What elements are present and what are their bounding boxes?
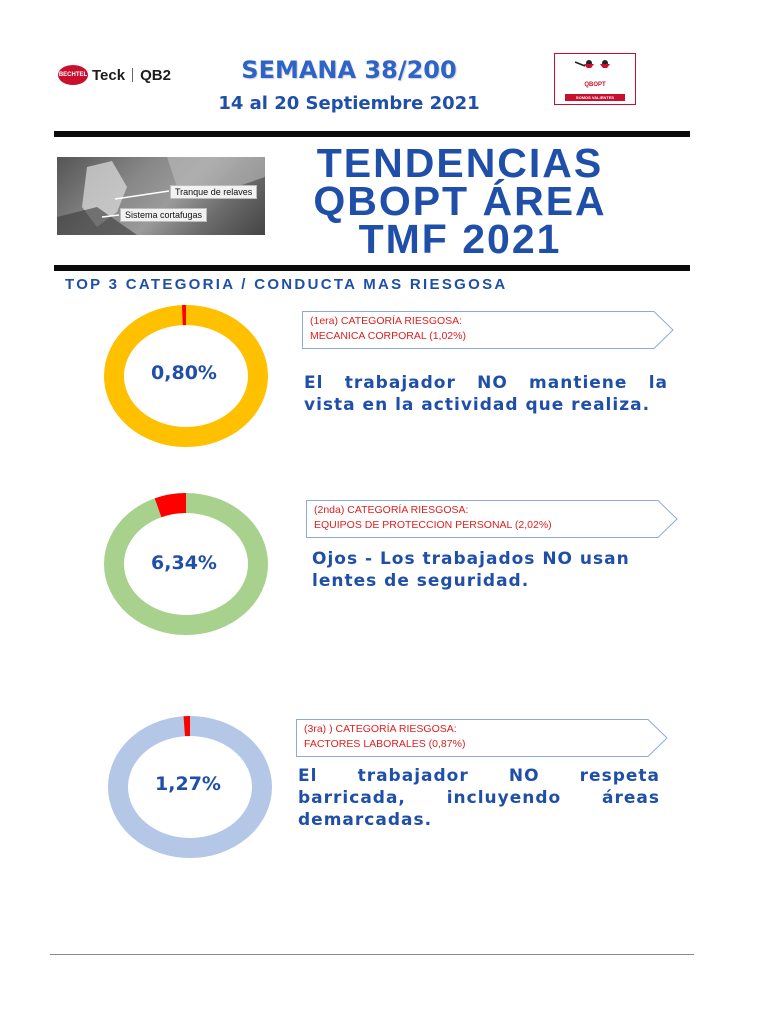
category-tag-3: (3ra) ) CATEGORÍA RIESGOSA: FACTORES LAB… xyxy=(296,719,668,757)
donut-chart-2 xyxy=(104,493,268,635)
percent-label-3: 1,27% xyxy=(155,773,221,795)
donut-chart-3 xyxy=(108,716,272,858)
main-title-line1: TENDENCIAS xyxy=(316,140,604,186)
category-tag-1: (1era) CATEGORÍA RIESGOSA: MECANICA CORP… xyxy=(302,311,674,349)
category-tag-2-title: (2nda) CATEGORÍA RIESGOSA: xyxy=(314,504,469,516)
behavior-description-2: Ojos - Los trabajados NO usan lentes de … xyxy=(312,549,630,591)
teck-wordmark: Teck xyxy=(92,66,126,84)
donut-segment-2 xyxy=(154,493,187,518)
behavior-description-1: El trabajador NO mantiene la vista en la… xyxy=(304,373,668,415)
bechtel-badge: BECHTEL xyxy=(58,65,88,85)
title-rule xyxy=(54,265,690,271)
donut-chart-1 xyxy=(104,305,268,447)
photo-label-tranque: Tranque de relaves xyxy=(170,185,258,199)
workers-icon xyxy=(574,60,610,68)
header-rule xyxy=(54,131,690,137)
bechtel-teck-qb2-logo: BECHTEL Teck QB2 xyxy=(58,64,178,86)
logo-separator xyxy=(132,68,134,82)
week-title: SEMANA 38/200 xyxy=(241,56,457,84)
qbopt-logo-band: SOMOS VALIENTES xyxy=(565,94,625,101)
category-tag-3-detail: FACTORES LABORALES (0,87%) xyxy=(304,738,466,750)
footer-rule xyxy=(50,954,694,955)
main-title-line2: QBOPT ÁREA xyxy=(313,178,607,224)
qb2-wordmark: QB2 xyxy=(140,66,171,84)
aerial-photo: Tranque de relaves Sistema cortafugas xyxy=(57,157,265,235)
category-tag-1-detail: MECANICA CORPORAL (1,02%) xyxy=(310,330,466,342)
category-tag-2-detail: EQUIPOS DE PROTECCION PERSONAL (2,02%) xyxy=(314,519,552,531)
category-tag-3-title: (3ra) ) CATEGORÍA RIESGOSA: xyxy=(304,723,457,735)
photo-label-cortafugas: Sistema cortafugas xyxy=(120,208,208,222)
behavior-description-3: El trabajador NO respeta barricada, incl… xyxy=(298,766,660,830)
section-title: TOP 3 CATEGORIA / CONDUCTA MAS RIESGOSA xyxy=(65,276,508,293)
percent-label-2: 6,34% xyxy=(151,552,217,574)
category-tag-2: (2nda) CATEGORÍA RIESGOSA: EQUIPOS DE PR… xyxy=(306,500,678,538)
qbopt-logo-text: QBOPT xyxy=(584,82,606,88)
main-title-line3: TMF 2021 xyxy=(358,216,562,262)
category-tag-1-title: (1era) CATEGORÍA RIESGOSA: xyxy=(310,315,463,327)
qbopt-logo: QBOPT SOMOS VALIENTES xyxy=(554,53,636,105)
week-dates: 14 al 20 Septiembre 2021 xyxy=(218,93,480,114)
percent-label-1: 0,80% xyxy=(151,362,217,384)
